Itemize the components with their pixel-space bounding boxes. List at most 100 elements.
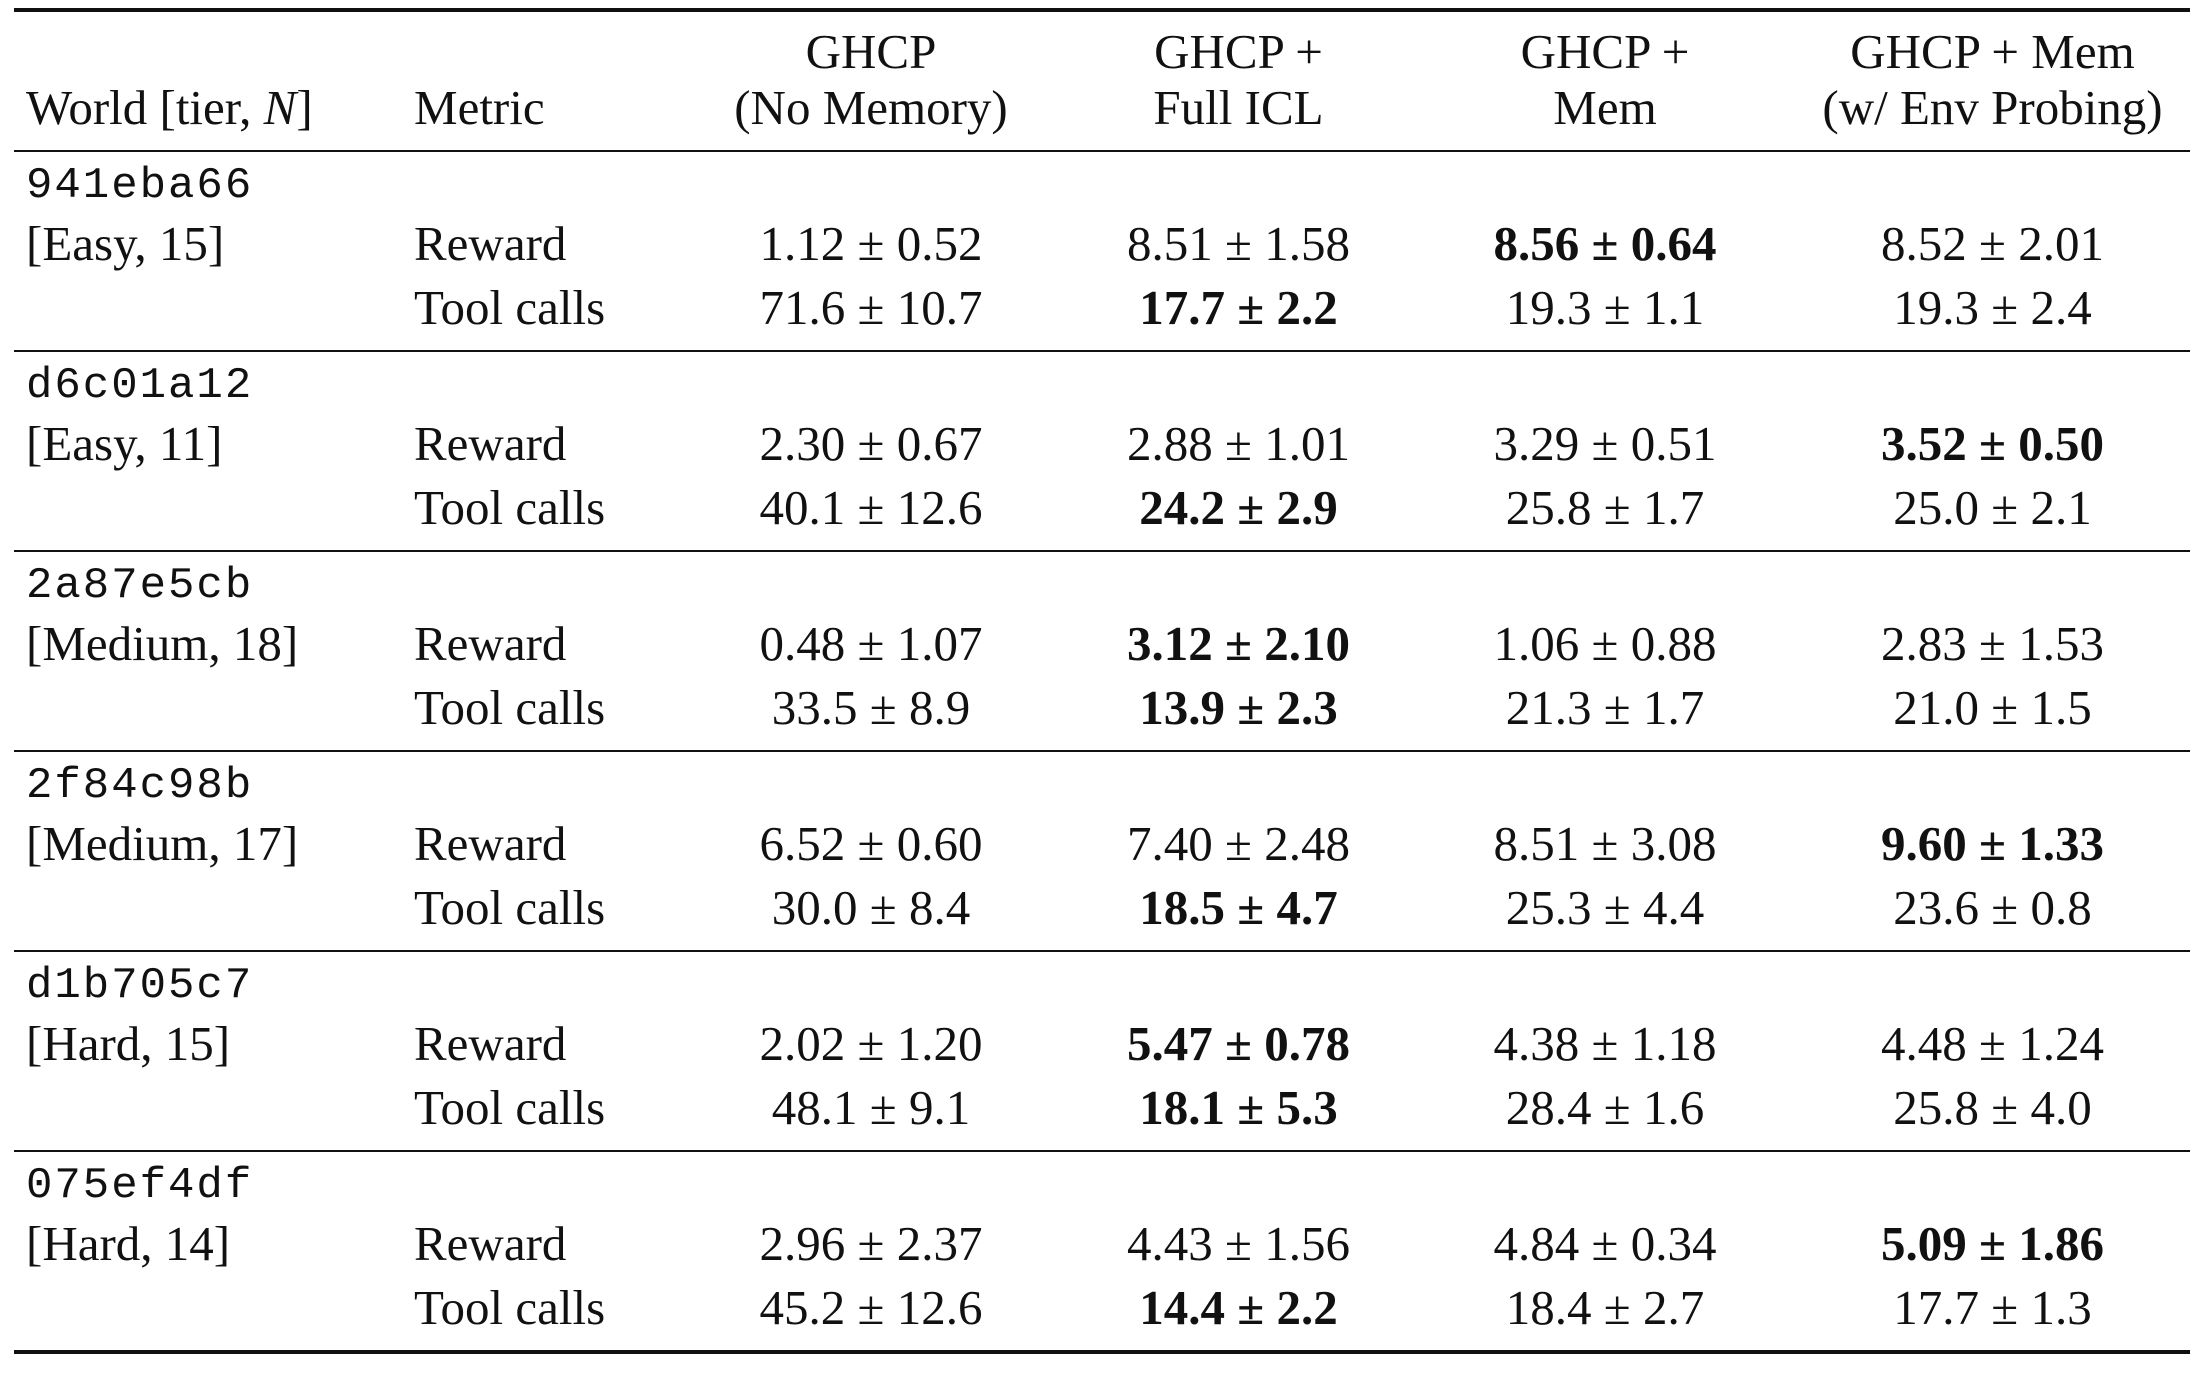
world-id: 2a87e5cb bbox=[14, 550, 414, 612]
table-row: [Hard, 14] Reward 2.96 ± 2.37 4.43 ± 1.56 4.… bbox=[14, 1212, 2190, 1276]
empty-cell bbox=[414, 350, 680, 412]
metric-label: Tool calls bbox=[414, 1276, 680, 1354]
results-table: World [tier, N] Metric GHCP (No Memory) G… bbox=[14, 8, 2190, 1354]
empty-cell bbox=[1062, 1150, 1415, 1212]
empty-cell bbox=[14, 276, 414, 351]
table-row: [Hard, 15] Reward 2.02 ± 1.20 5.47 ± 0.78 4.… bbox=[14, 1012, 2190, 1076]
value-cell: 2.88 ± 1.01 bbox=[1127, 416, 1350, 471]
value-cell: 8.51 ± 1.58 bbox=[1127, 216, 1350, 271]
empty-cell bbox=[1795, 151, 2190, 212]
empty-cell bbox=[414, 550, 680, 612]
metric-label: Tool calls bbox=[414, 1080, 606, 1135]
empty-cell bbox=[1415, 151, 1795, 212]
value-cell: 4.84 ± 0.34 bbox=[1493, 1216, 1717, 1271]
value-cell: 21.0 ± 1.5 bbox=[1893, 680, 2092, 735]
value-cell: 9.60 ± 1.33 bbox=[1881, 816, 2104, 871]
metric-label: Tool calls bbox=[414, 280, 606, 335]
empty-cell bbox=[1795, 750, 2190, 812]
table-row: [Medium, 18] Reward 0.48 ± 1.07 3.12 ± 2.10… bbox=[14, 612, 2190, 676]
header-method-3: GHCP + Mem bbox=[1415, 8, 1795, 152]
world-tier: [Medium, 17] bbox=[26, 816, 299, 871]
world-tier: [Hard, 15] bbox=[26, 1016, 231, 1071]
empty-cell bbox=[1415, 750, 1795, 812]
world-group: 075ef4df [Hard, 14] Reward 2.96 ± 2.37 4.43 … bbox=[14, 1150, 2190, 1354]
header-method-4-line2: (w/ Env Probing) bbox=[1822, 80, 2163, 135]
empty-cell bbox=[680, 350, 1062, 412]
empty-cell bbox=[1062, 350, 1415, 412]
empty-cell bbox=[680, 950, 1062, 1012]
table-header: World [tier, N] Metric GHCP (No Memory) G… bbox=[14, 8, 2190, 152]
table-row: Tool calls 71.6 ± 10.7 17.7 ± 2.2 19.3 ± 1.… bbox=[14, 276, 2190, 351]
value-cell: 2.02 ± 1.20 bbox=[759, 1016, 983, 1071]
value-cell: 71.6 ± 10.7 bbox=[759, 280, 983, 335]
value-cell: 5.47 ± 0.78 bbox=[1127, 1016, 1350, 1071]
world-id-row: d1b705c7 bbox=[14, 950, 2190, 1012]
value-cell: 18.1 ± 5.3 bbox=[1139, 1080, 1338, 1135]
table-row: Tool calls 48.1 ± 9.1 18.1 ± 5.3 28.4 ± 1.6… bbox=[14, 1076, 2190, 1151]
value-cell: 8.56 ± 0.64 bbox=[1493, 216, 1717, 271]
world-id: 075ef4df bbox=[14, 1150, 414, 1212]
value-cell: 13.9 ± 2.3 bbox=[1139, 680, 1338, 735]
empty-cell bbox=[680, 151, 1062, 212]
value-cell: 25.8 ± 1.7 bbox=[1505, 480, 1705, 535]
empty-cell bbox=[1795, 550, 2190, 612]
value-cell: 25.0 ± 2.1 bbox=[1893, 480, 2092, 535]
table-row: [Easy, 11] Reward 2.30 ± 0.67 2.88 ± 1.01 3.… bbox=[14, 412, 2190, 476]
value-cell: 8.52 ± 2.01 bbox=[1881, 216, 2104, 271]
header-method-4: GHCP + Mem (w/ Env Probing) bbox=[1795, 8, 2190, 152]
value-cell: 1.06 ± 0.88 bbox=[1493, 616, 1717, 671]
empty-cell bbox=[1062, 151, 1415, 212]
empty-cell bbox=[1795, 350, 2190, 412]
empty-cell bbox=[14, 1276, 414, 1354]
empty-cell bbox=[1062, 950, 1415, 1012]
empty-cell bbox=[14, 476, 414, 551]
world-tier: [Easy, 11] bbox=[26, 416, 223, 471]
value-cell: 23.6 ± 0.8 bbox=[1893, 880, 2092, 935]
empty-cell bbox=[14, 876, 414, 951]
value-cell: 3.52 ± 0.50 bbox=[1881, 416, 2104, 471]
value-cell: 6.52 ± 0.60 bbox=[759, 816, 983, 871]
world-tier: [Hard, 14] bbox=[26, 1216, 231, 1271]
header-method-3-line1: GHCP + bbox=[1520, 24, 1690, 79]
value-cell: 19.3 ± 1.1 bbox=[1505, 280, 1705, 335]
value-cell: 24.2 ± 2.9 bbox=[1139, 480, 1338, 535]
empty-cell bbox=[680, 550, 1062, 612]
value-cell: 17.7 ± 1.3 bbox=[1795, 1276, 2190, 1354]
empty-cell bbox=[1062, 550, 1415, 612]
empty-cell bbox=[414, 950, 680, 1012]
table-row: Tool calls 33.5 ± 8.9 13.9 ± 2.3 21.3 ± 1.7… bbox=[14, 676, 2190, 751]
value-cell: 4.38 ± 1.18 bbox=[1493, 1016, 1717, 1071]
header-method-4-line1: GHCP + Mem bbox=[1850, 24, 2135, 79]
world-id: 941eba66 bbox=[26, 161, 254, 211]
empty-cell bbox=[1795, 950, 2190, 1012]
value-cell: 48.1 ± 9.1 bbox=[771, 1080, 971, 1135]
header-world-close: ] bbox=[296, 80, 313, 135]
empty-cell bbox=[414, 151, 680, 212]
value-cell: 19.3 ± 2.4 bbox=[1893, 280, 2092, 335]
header-method-2: GHCP + Full ICL bbox=[1062, 8, 1415, 152]
value-cell: 18.5 ± 4.7 bbox=[1139, 880, 1338, 935]
world-tier: [Easy, 15] bbox=[26, 216, 225, 271]
world-group: d1b705c7 [Hard, 15] Reward 2.02 ± 1.20 5.47 … bbox=[14, 950, 2190, 1151]
table-row: Tool calls 45.2 ± 12.6 14.4 ± 2.2 18.4 ± 2.… bbox=[14, 1276, 2190, 1354]
empty-cell bbox=[680, 1150, 1062, 1212]
empty-cell bbox=[1415, 550, 1795, 612]
metric-label: Tool calls bbox=[414, 480, 606, 535]
value-cell: 45.2 ± 12.6 bbox=[680, 1276, 1062, 1354]
value-cell: 2.96 ± 2.37 bbox=[759, 1216, 983, 1271]
value-cell: 3.29 ± 0.51 bbox=[1493, 416, 1717, 471]
value-cell: 4.48 ± 1.24 bbox=[1881, 1016, 2104, 1071]
empty-cell bbox=[680, 750, 1062, 812]
empty-cell bbox=[1415, 1150, 1795, 1212]
value-cell: 18.4 ± 2.7 bbox=[1415, 1276, 1795, 1354]
value-cell: 33.5 ± 8.9 bbox=[771, 680, 971, 735]
empty-cell bbox=[1415, 350, 1795, 412]
metric-label: Reward bbox=[414, 616, 567, 671]
value-cell: 14.4 ± 2.2 bbox=[1062, 1276, 1415, 1354]
world-id: d1b705c7 bbox=[14, 950, 414, 1012]
value-cell: 8.51 ± 3.08 bbox=[1493, 816, 1717, 871]
table-row: [Easy, 15] Reward 1.12 ± 0.52 8.51 ± 1.58 8.… bbox=[14, 212, 2190, 276]
empty-cell bbox=[14, 1076, 414, 1151]
value-cell: 25.3 ± 4.4 bbox=[1505, 880, 1705, 935]
header-row: World [tier, N] Metric GHCP (No Memory) G… bbox=[14, 8, 2190, 152]
